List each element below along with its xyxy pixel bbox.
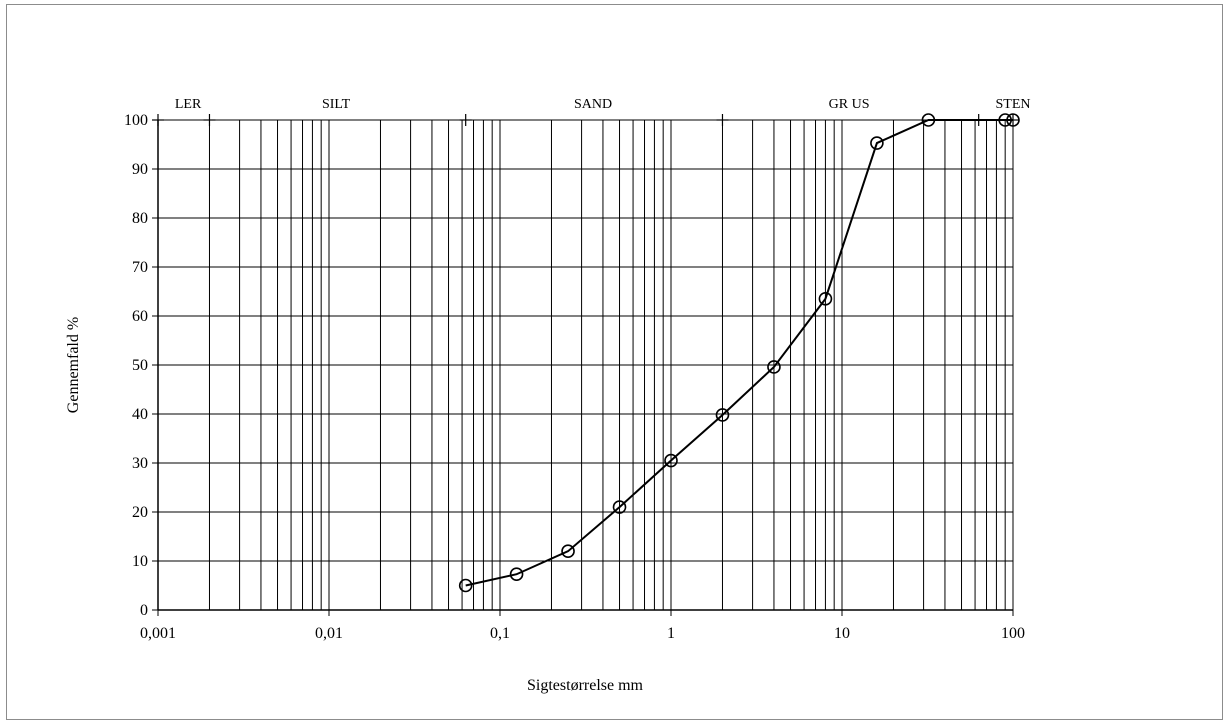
soil-zones: LER SILT SAND GR US STEN bbox=[152, 97, 1031, 126]
data-point-marker bbox=[818, 292, 833, 306]
data-point-marker bbox=[715, 408, 730, 422]
chart-frame bbox=[6, 4, 1223, 720]
y-tick-label: 100 bbox=[124, 112, 148, 129]
zone-label: STEN bbox=[996, 97, 1031, 112]
y-tick-label: 0 bbox=[140, 602, 148, 619]
y-tick-label: 60 bbox=[132, 308, 148, 325]
x-axis-title: Sigtestørrelse mm bbox=[527, 677, 644, 694]
data-point-marker bbox=[664, 453, 678, 468]
data-point-marker bbox=[870, 136, 884, 150]
data-point-marker bbox=[509, 567, 524, 582]
x-tick-label: 100 bbox=[1001, 625, 1025, 642]
zone-label: SILT bbox=[322, 97, 351, 112]
x-tick-label: 0,001 bbox=[140, 625, 176, 642]
y-tick-label: 30 bbox=[132, 455, 148, 472]
x-tick-label: 10 bbox=[834, 625, 850, 642]
grid bbox=[152, 119, 1014, 616]
x-tick-label: 0,1 bbox=[490, 625, 510, 642]
data-point-marker bbox=[612, 500, 627, 514]
y-tick-label: 70 bbox=[132, 259, 148, 276]
y-tick-label: 90 bbox=[132, 161, 148, 178]
grading-series bbox=[458, 113, 1020, 593]
y-tick-label: 10 bbox=[132, 553, 148, 570]
tick-labels: 0 10 20 30 40 50 60 70 80 90 100 0,001 0,01 0,1 1 10 100 bbox=[124, 112, 1025, 642]
y-tick-label: 20 bbox=[132, 504, 148, 521]
data-point-marker bbox=[767, 360, 781, 374]
data-point-marker bbox=[561, 544, 575, 559]
x-tick-label: 0,01 bbox=[315, 625, 343, 642]
data-point-marker bbox=[921, 113, 936, 127]
zone-label: GR US bbox=[829, 97, 870, 112]
zone-label: LER bbox=[175, 97, 202, 112]
grading-curve-line bbox=[465, 119, 1013, 587]
data-point-marker bbox=[458, 578, 473, 593]
zone-label: SAND bbox=[574, 97, 612, 112]
y-tick-label: 80 bbox=[132, 210, 148, 227]
y-tick-label: 40 bbox=[132, 406, 148, 423]
y-axis-title: Gennemfald % bbox=[65, 317, 82, 413]
data-point-marker bbox=[1006, 113, 1020, 127]
x-tick-label: 1 bbox=[667, 625, 675, 642]
data-point-marker bbox=[998, 113, 1012, 127]
y-tick-label: 50 bbox=[132, 357, 148, 374]
